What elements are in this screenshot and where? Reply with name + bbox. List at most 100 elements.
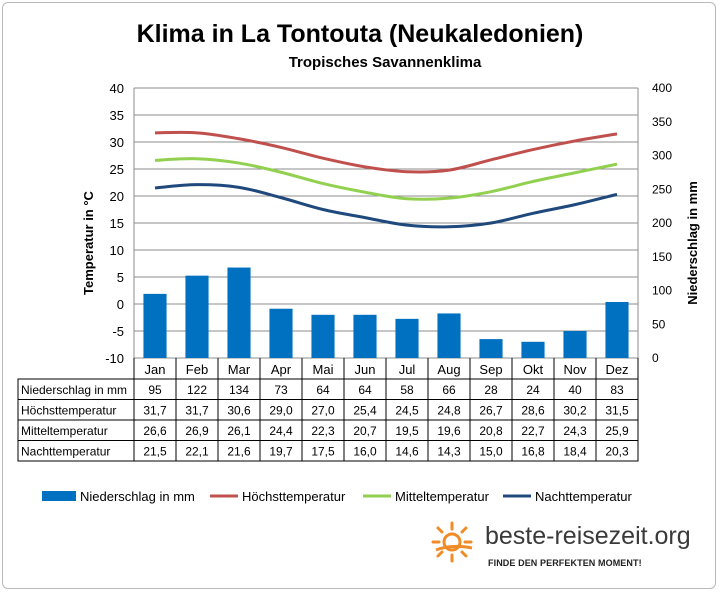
precipitation-bar — [227, 267, 251, 358]
table-row-label: Mitteltemperatur — [21, 424, 108, 438]
table-cell: 19,7 — [269, 445, 293, 459]
legend-swatch — [42, 491, 76, 501]
precipitation-bar — [563, 331, 587, 358]
y-axis-right-title: Niederschlag in mm — [685, 181, 700, 305]
y-axis-left-title: Temperatur in °C — [81, 190, 96, 295]
table-cell: 24,8 — [437, 404, 461, 418]
table-cell: 64 — [358, 383, 372, 397]
legend-label: Höchsttemperatur — [242, 489, 346, 504]
data-table: Niederschlag in mm 95 122 134 73 64 64 58 66 28 24… — [17, 358, 639, 462]
table-cell: 19,6 — [437, 424, 461, 438]
x-tick-label: Mai — [313, 362, 334, 377]
x-tick-label: Mar — [228, 362, 251, 377]
x-tick-label: Sep — [479, 362, 502, 377]
x-tick-label: Aug — [437, 362, 460, 377]
table-cell: 26,9 — [185, 424, 209, 438]
precipitation-bar — [521, 341, 545, 358]
precipitation-bar — [269, 308, 293, 358]
temperature-line — [154, 157, 618, 201]
table-cell: 19,5 — [395, 424, 419, 438]
table-cell: 20,8 — [479, 424, 503, 438]
x-tick-label: Jun — [355, 362, 376, 377]
table-cell: 25,4 — [353, 404, 377, 418]
table-cell: 24,3 — [563, 424, 587, 438]
table-cell: 22,1 — [185, 445, 209, 459]
table-cell: 40 — [568, 383, 582, 397]
x-tick-label: Jan — [145, 362, 166, 377]
table-cell: 31,7 — [143, 404, 167, 418]
y-tick-left: 20 — [110, 189, 124, 204]
x-tick-label: Jul — [399, 362, 416, 377]
y-tick-left: 25 — [110, 162, 124, 177]
y-tick-right: 100 — [652, 284, 672, 298]
table-cell: 26,1 — [227, 424, 251, 438]
x-tick-label: Nov — [563, 362, 587, 377]
sun-icon — [431, 521, 473, 563]
precipitation-bar — [605, 301, 629, 358]
precipitation-bar — [353, 314, 377, 358]
y-tick-right: 200 — [652, 216, 672, 230]
table-cell: 17,5 — [311, 445, 335, 459]
table-cell: 26,6 — [143, 424, 167, 438]
y-tick-left: 0 — [117, 297, 124, 312]
y-axis-left-ticks: 40 35 30 25 20 15 10 5 0 -5 -10 — [105, 81, 124, 366]
table-cell: 29,0 — [269, 404, 293, 418]
table-cell: 26,7 — [479, 404, 503, 418]
table-cell: 15,0 — [479, 445, 503, 459]
precipitation-bar — [437, 313, 461, 358]
table-cell: 64 — [316, 383, 330, 397]
table-cell: 31,7 — [185, 404, 209, 418]
y-tick-left: 35 — [110, 108, 124, 123]
table-cell: 30,2 — [563, 404, 587, 418]
precipitation-bar — [479, 339, 503, 358]
y-tick-right: 400 — [652, 81, 672, 95]
chart-title: Klima in La Tontouta (Neukaledonien) — [136, 20, 584, 48]
legend-label: Nachttemperatur — [535, 489, 632, 504]
table-cell: 21,5 — [143, 445, 167, 459]
table-row-label: Nachttemperatur — [21, 445, 110, 459]
y-tick-right: 0 — [652, 351, 659, 365]
table-cell: 25,9 — [605, 424, 629, 438]
precipitation-bar — [311, 314, 335, 358]
precipitation-bar — [143, 293, 167, 358]
table-cell: 73 — [274, 383, 288, 397]
table-cell: 24 — [526, 383, 540, 397]
chart-subtitle: Tropisches Savannenklima — [288, 54, 482, 71]
temperature-line — [154, 183, 618, 229]
precipitation-bar — [185, 275, 209, 358]
y-tick-left: 30 — [110, 135, 124, 150]
y-axis-right-ticks: 400 350 300 250 200 150 100 50 0 — [652, 81, 672, 365]
table-row-label: Höchsttemperatur — [21, 404, 116, 418]
axes — [133, 88, 639, 358]
legend-label: Niederschlag in mm — [80, 489, 195, 504]
table-cell: 16,0 — [353, 445, 377, 459]
table-cell: 58 — [400, 383, 414, 397]
y-tick-right: 150 — [652, 250, 672, 264]
table-cell: 30,6 — [227, 404, 251, 418]
table-cell: 28,6 — [521, 404, 545, 418]
logo-tagline: FINDE DEN PERFEKTEN MOMENT! — [488, 558, 642, 568]
table-cell: 14,3 — [437, 445, 461, 459]
precipitation-bar — [395, 318, 419, 358]
table-cell: 134 — [229, 383, 249, 397]
table-cell: 20,7 — [353, 424, 377, 438]
y-tick-right: 250 — [652, 182, 672, 196]
y-tick-left: 40 — [110, 81, 124, 96]
y-tick-left: 10 — [110, 243, 124, 258]
table-cell: 22,3 — [311, 424, 335, 438]
table-cell: 28 — [484, 383, 498, 397]
table-cell: 18,4 — [563, 445, 587, 459]
temperature-lines — [154, 130, 618, 229]
table-cell: 95 — [148, 383, 162, 397]
table-row-label: Niederschlag in mm — [21, 383, 127, 397]
legend: Niederschlag in mm Höchsttemperatur Mittel… — [42, 489, 632, 504]
precipitation-bars — [143, 267, 629, 358]
table-cell: 24,4 — [269, 424, 293, 438]
x-axis-month-labels: Jan Feb Mar Apr Mai Jun Jul Aug Sep Okt Nov Dez — [145, 362, 629, 377]
x-tick-label: Feb — [186, 362, 208, 377]
table-cell: 83 — [610, 383, 624, 397]
table-cell: 14,6 — [395, 445, 419, 459]
table-cell: 22,7 — [521, 424, 545, 438]
